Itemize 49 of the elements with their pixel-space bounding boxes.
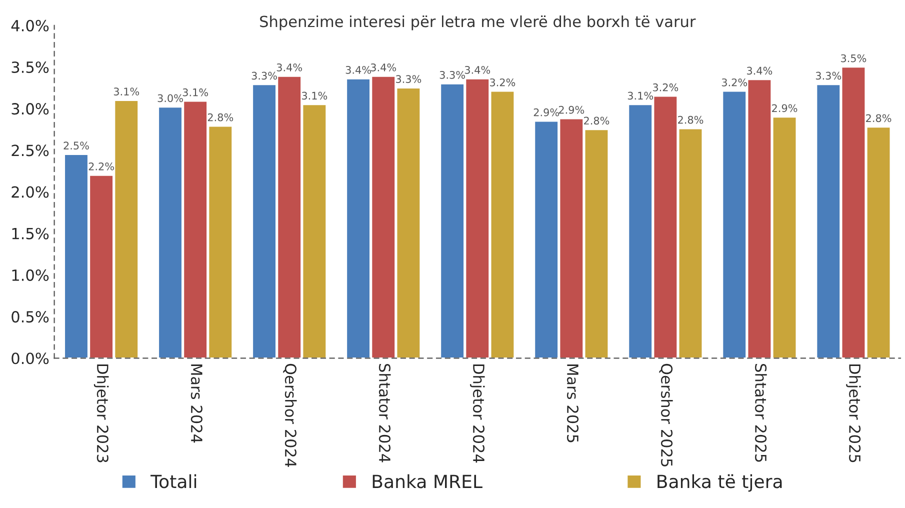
x-tick-label: Mars 2025: [566, 364, 579, 442]
data-label: 3.1%: [628, 92, 654, 100]
data-label: 3.1%: [182, 88, 208, 96]
data-label: 3.4%: [747, 66, 772, 75]
data-label: 2.8%: [866, 114, 892, 122]
data-label: 3.0%: [158, 94, 183, 102]
x-tick-label: Dhjetor 2025: [846, 364, 861, 462]
data-label: 3.1%: [302, 92, 328, 100]
data-label: 2.5%: [64, 142, 89, 150]
data-label: 3.2%: [722, 78, 748, 86]
data-label: 3.3%: [440, 70, 465, 79]
y-tick-label: 1.0%: [12, 269, 49, 281]
chart-title: Shpenzime interesi për letra me vlerë dhe borxh të varur: [260, 15, 696, 30]
data-label: 3.5%: [841, 54, 866, 62]
data-label: 3.3%: [252, 72, 277, 80]
x-tick-label: Qershor 2024: [283, 364, 297, 467]
data-label: 3.3%: [816, 72, 842, 80]
data-label: 2.9%: [772, 104, 798, 112]
data-label: 3.4%: [276, 63, 302, 72]
y-tick-label: 3.0%: [12, 103, 49, 115]
x-tick-label: Qershor 2025: [659, 364, 673, 466]
x-tick-label: Dhjetor 2024: [470, 364, 485, 463]
data-label: 2.2%: [88, 162, 114, 170]
x-tick-label: Shtator 2025: [755, 364, 767, 462]
data-label: 3.2%: [490, 78, 516, 86]
data-label: 2.9%: [534, 108, 559, 116]
data-label: 2.9%: [558, 106, 584, 114]
y-tick-label: 3.5%: [12, 61, 49, 74]
data-label: 3.1%: [114, 88, 140, 96]
y-tick-label: 2.0%: [12, 186, 49, 198]
x-tick-label: Shtator 2024: [378, 364, 391, 462]
legend-label: Banka MREL: [372, 474, 482, 488]
data-label: 2.8%: [584, 116, 610, 125]
data-label: 3.3%: [396, 75, 422, 83]
x-tick-label: Dhjetor 2023: [94, 364, 109, 462]
y-tick-label: 2.5%: [12, 144, 49, 156]
data-label: 2.8%: [208, 113, 234, 122]
data-label: 2.8%: [678, 116, 704, 124]
y-tick-label: 0.0%: [12, 352, 49, 364]
y-tick-label: 1.5%: [12, 228, 49, 240]
data-label: 3.2%: [652, 83, 678, 92]
legend-label: Banka të tjera: [658, 474, 782, 492]
data-label: 3.4%: [346, 66, 371, 74]
legend-label: Totali: [150, 474, 196, 488]
y-tick-label: 4.0%: [11, 20, 49, 32]
y-tick-label: 0.5%: [12, 311, 49, 323]
data-label: 3.4%: [370, 63, 396, 72]
data-label: 3.4%: [464, 66, 490, 74]
x-tick-label: Mars 2024: [190, 364, 202, 443]
